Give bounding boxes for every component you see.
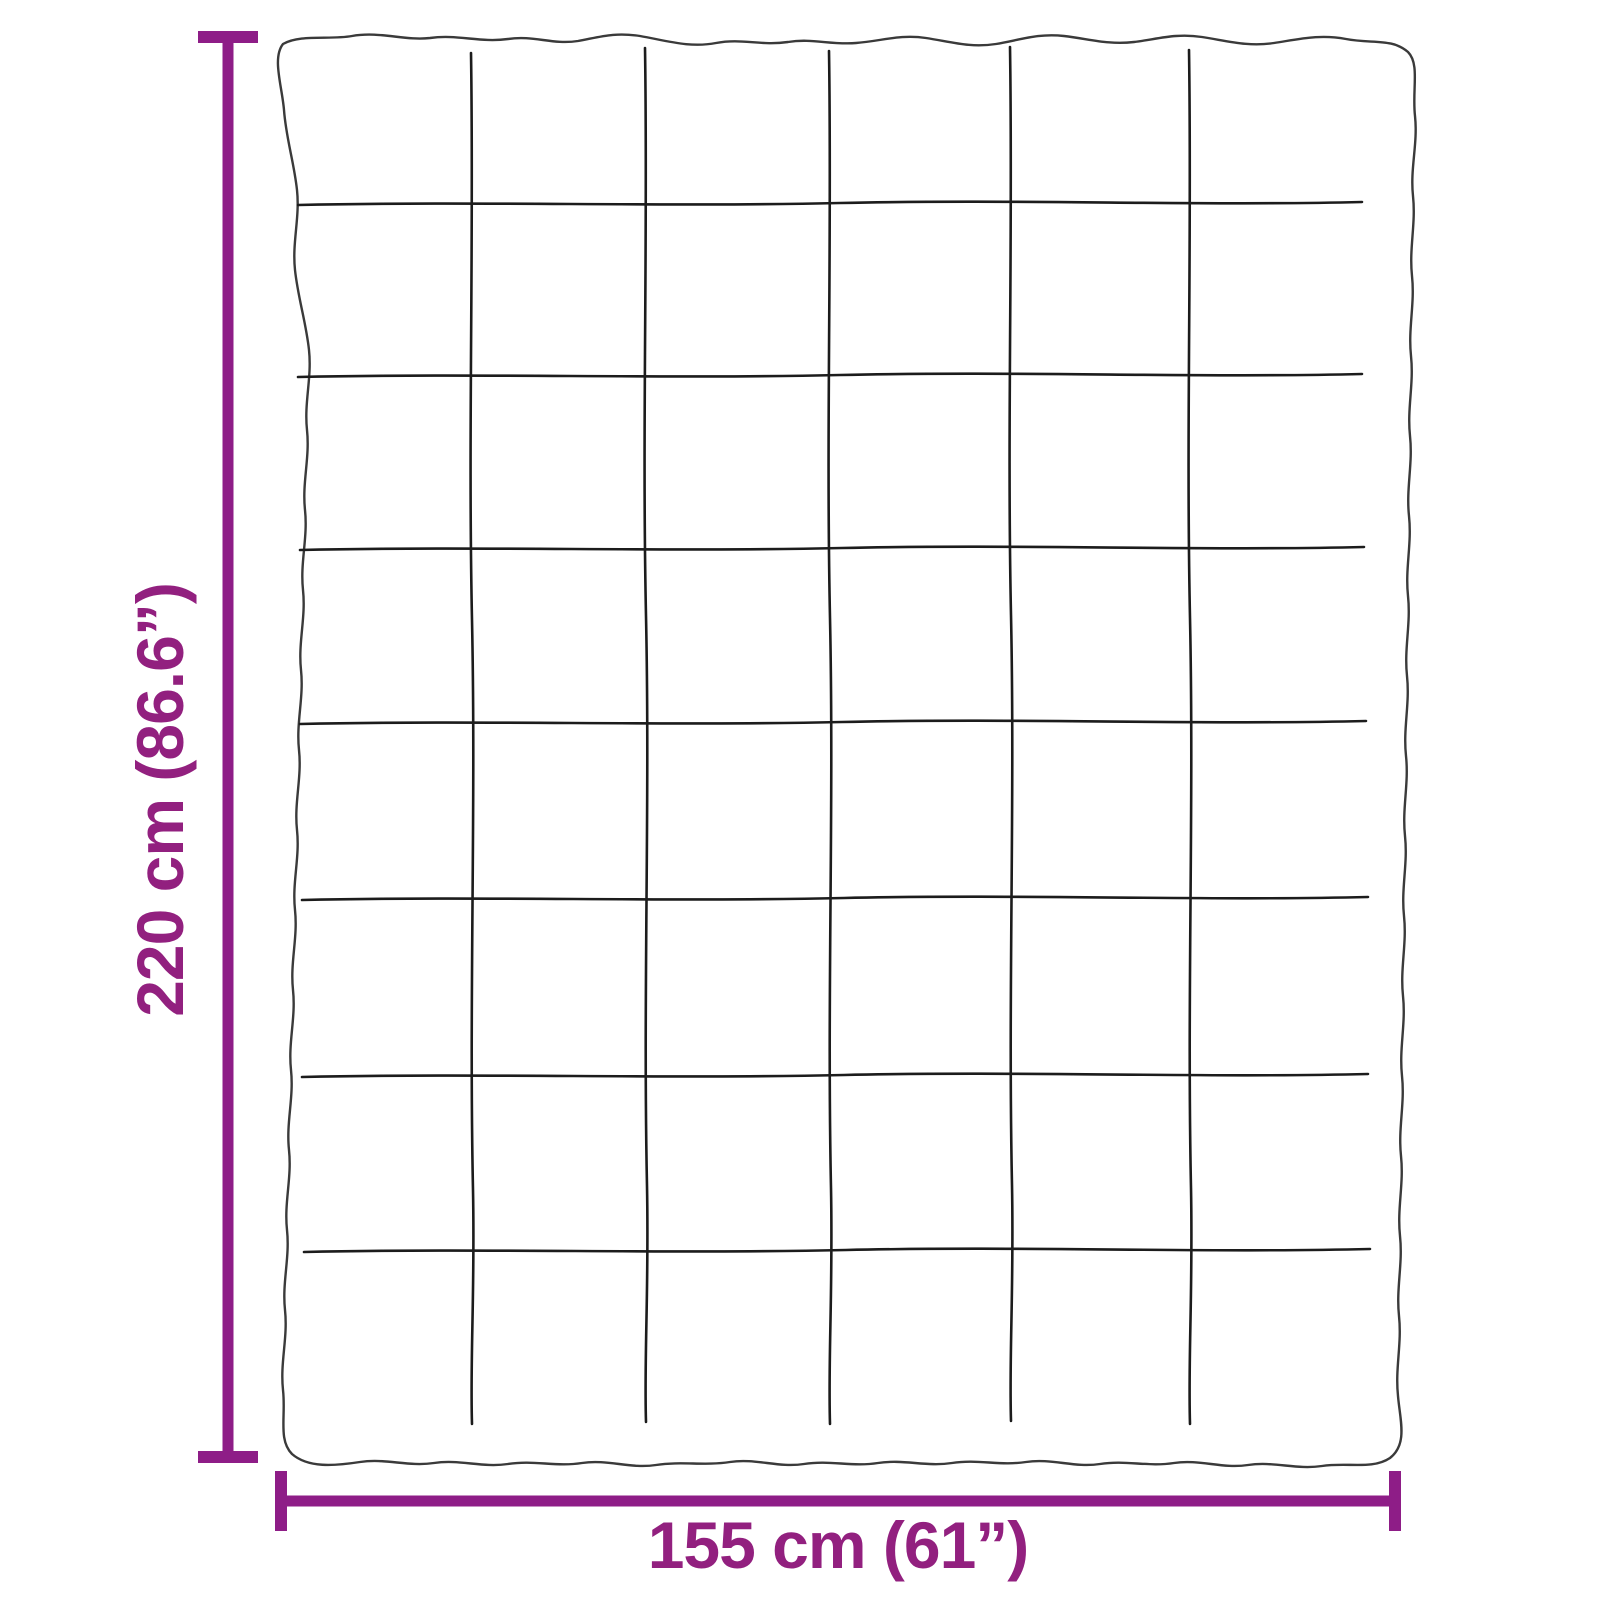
quilt-line-vertical-3 xyxy=(827,49,833,1426)
blanket-outline xyxy=(276,33,1417,1469)
quilt-line-vertical-2 xyxy=(643,46,649,1424)
quilt-line-vertical-1 xyxy=(469,51,475,1426)
vertical-dimension-line-icon xyxy=(198,31,258,1463)
width-dimension-label: 155 cm (61”) xyxy=(648,1508,1029,1582)
quilt-line-horizontal-2 xyxy=(296,372,1364,379)
quilt-line-horizontal-7 xyxy=(302,1247,1372,1254)
quilt-line-horizontal-4 xyxy=(298,719,1368,726)
quilt-line-horizontal-3 xyxy=(298,545,1366,552)
quilt-line-vertical-5 xyxy=(1187,48,1193,1426)
horizontal-dimension-line-icon xyxy=(275,1471,1401,1531)
quilt-line-horizontal-1 xyxy=(296,200,1364,207)
quilt-line-horizontal-5 xyxy=(300,895,1370,902)
height-dimension-label: 220 cm (86.6”) xyxy=(123,583,197,1017)
blanket-illustration xyxy=(276,33,1417,1469)
quilt-line-horizontal-6 xyxy=(300,1072,1370,1079)
quilt-line-vertical-4 xyxy=(1008,45,1014,1423)
